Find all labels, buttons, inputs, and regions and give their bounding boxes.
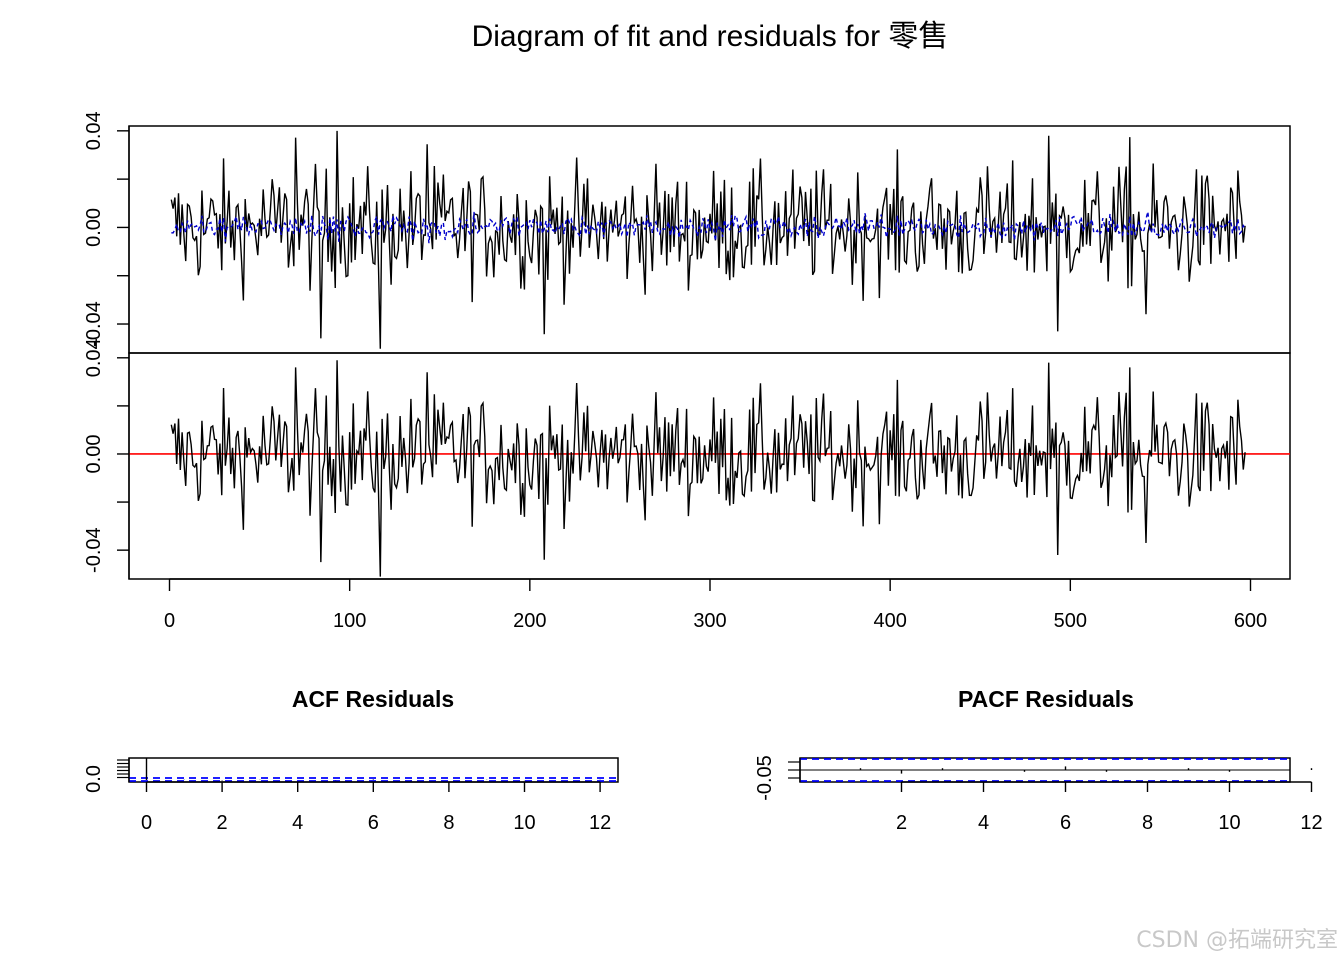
acf-title: ACF Residuals <box>292 686 454 712</box>
y-tick-label: 0.00 <box>83 435 105 474</box>
acf-x-tick-label: 10 <box>513 812 535 834</box>
pacf-y-tick-label: -0.05 <box>754 755 776 801</box>
x-tick-label: 100 <box>333 610 366 632</box>
pacf-x-tick-label: 4 <box>978 812 989 834</box>
y-tick-label: 0.04 <box>83 338 105 377</box>
acf-x-tick-label: 8 <box>443 812 454 834</box>
watermark-text: CSDN @拓端研究室 <box>1136 928 1338 953</box>
y-tick-label: -0.04 <box>83 527 105 573</box>
y-tick-label: -0.04 <box>83 301 105 347</box>
fitted-series-line <box>171 211 1246 244</box>
x-tick-label: 400 <box>873 610 906 632</box>
acf-x-tick-label: 12 <box>589 812 611 834</box>
residual-plot-layer <box>129 360 1290 577</box>
residual-series-line <box>170 360 1246 577</box>
observed-series-line <box>170 130 1246 349</box>
x-tick-label: 600 <box>1234 610 1267 632</box>
acf-x-tick-label: 0 <box>141 812 152 834</box>
residual-panel-frame <box>128 352 1291 580</box>
pacf-x-tick-label: 2 <box>896 812 907 834</box>
pacf-x-tick-label: 10 <box>1218 812 1240 834</box>
acf-y-tick-label: 0.0 <box>83 765 105 793</box>
fit-plot-layer <box>170 130 1246 349</box>
x-tick-label: 500 <box>1054 610 1087 632</box>
x-tick-label: 0 <box>164 610 175 632</box>
pacf-plot-layer: -0.05 2 4 6 8 10 12 <box>754 755 1323 834</box>
x-tick-label: 200 <box>513 610 546 632</box>
acf-plot-layer: 0.0 0 2 4 6 8 10 12 <box>83 758 618 834</box>
pacf-x-tick-label: 12 <box>1300 812 1322 834</box>
acf-x-tick-label: 2 <box>217 812 228 834</box>
pacf-x-tick-label: 8 <box>1142 812 1153 834</box>
pacf-x-tick-label: 6 <box>1060 812 1071 834</box>
acf-x-tick-label: 6 <box>368 812 379 834</box>
x-tick-label: 300 <box>693 610 726 632</box>
acf-x-tick-label: 4 <box>292 812 303 834</box>
chart-title: Diagram of fit and residuals for 零售 <box>472 20 949 53</box>
y-tick-label: 0.00 <box>83 208 105 247</box>
pacf-title: PACF Residuals <box>958 686 1134 712</box>
fit-panel-frame <box>128 125 1291 354</box>
y-tick-label: 0.04 <box>83 111 105 150</box>
axis-layer: 0.040.00-0.040.040.00-0.040 100 200 300 400 5… <box>83 111 1267 632</box>
